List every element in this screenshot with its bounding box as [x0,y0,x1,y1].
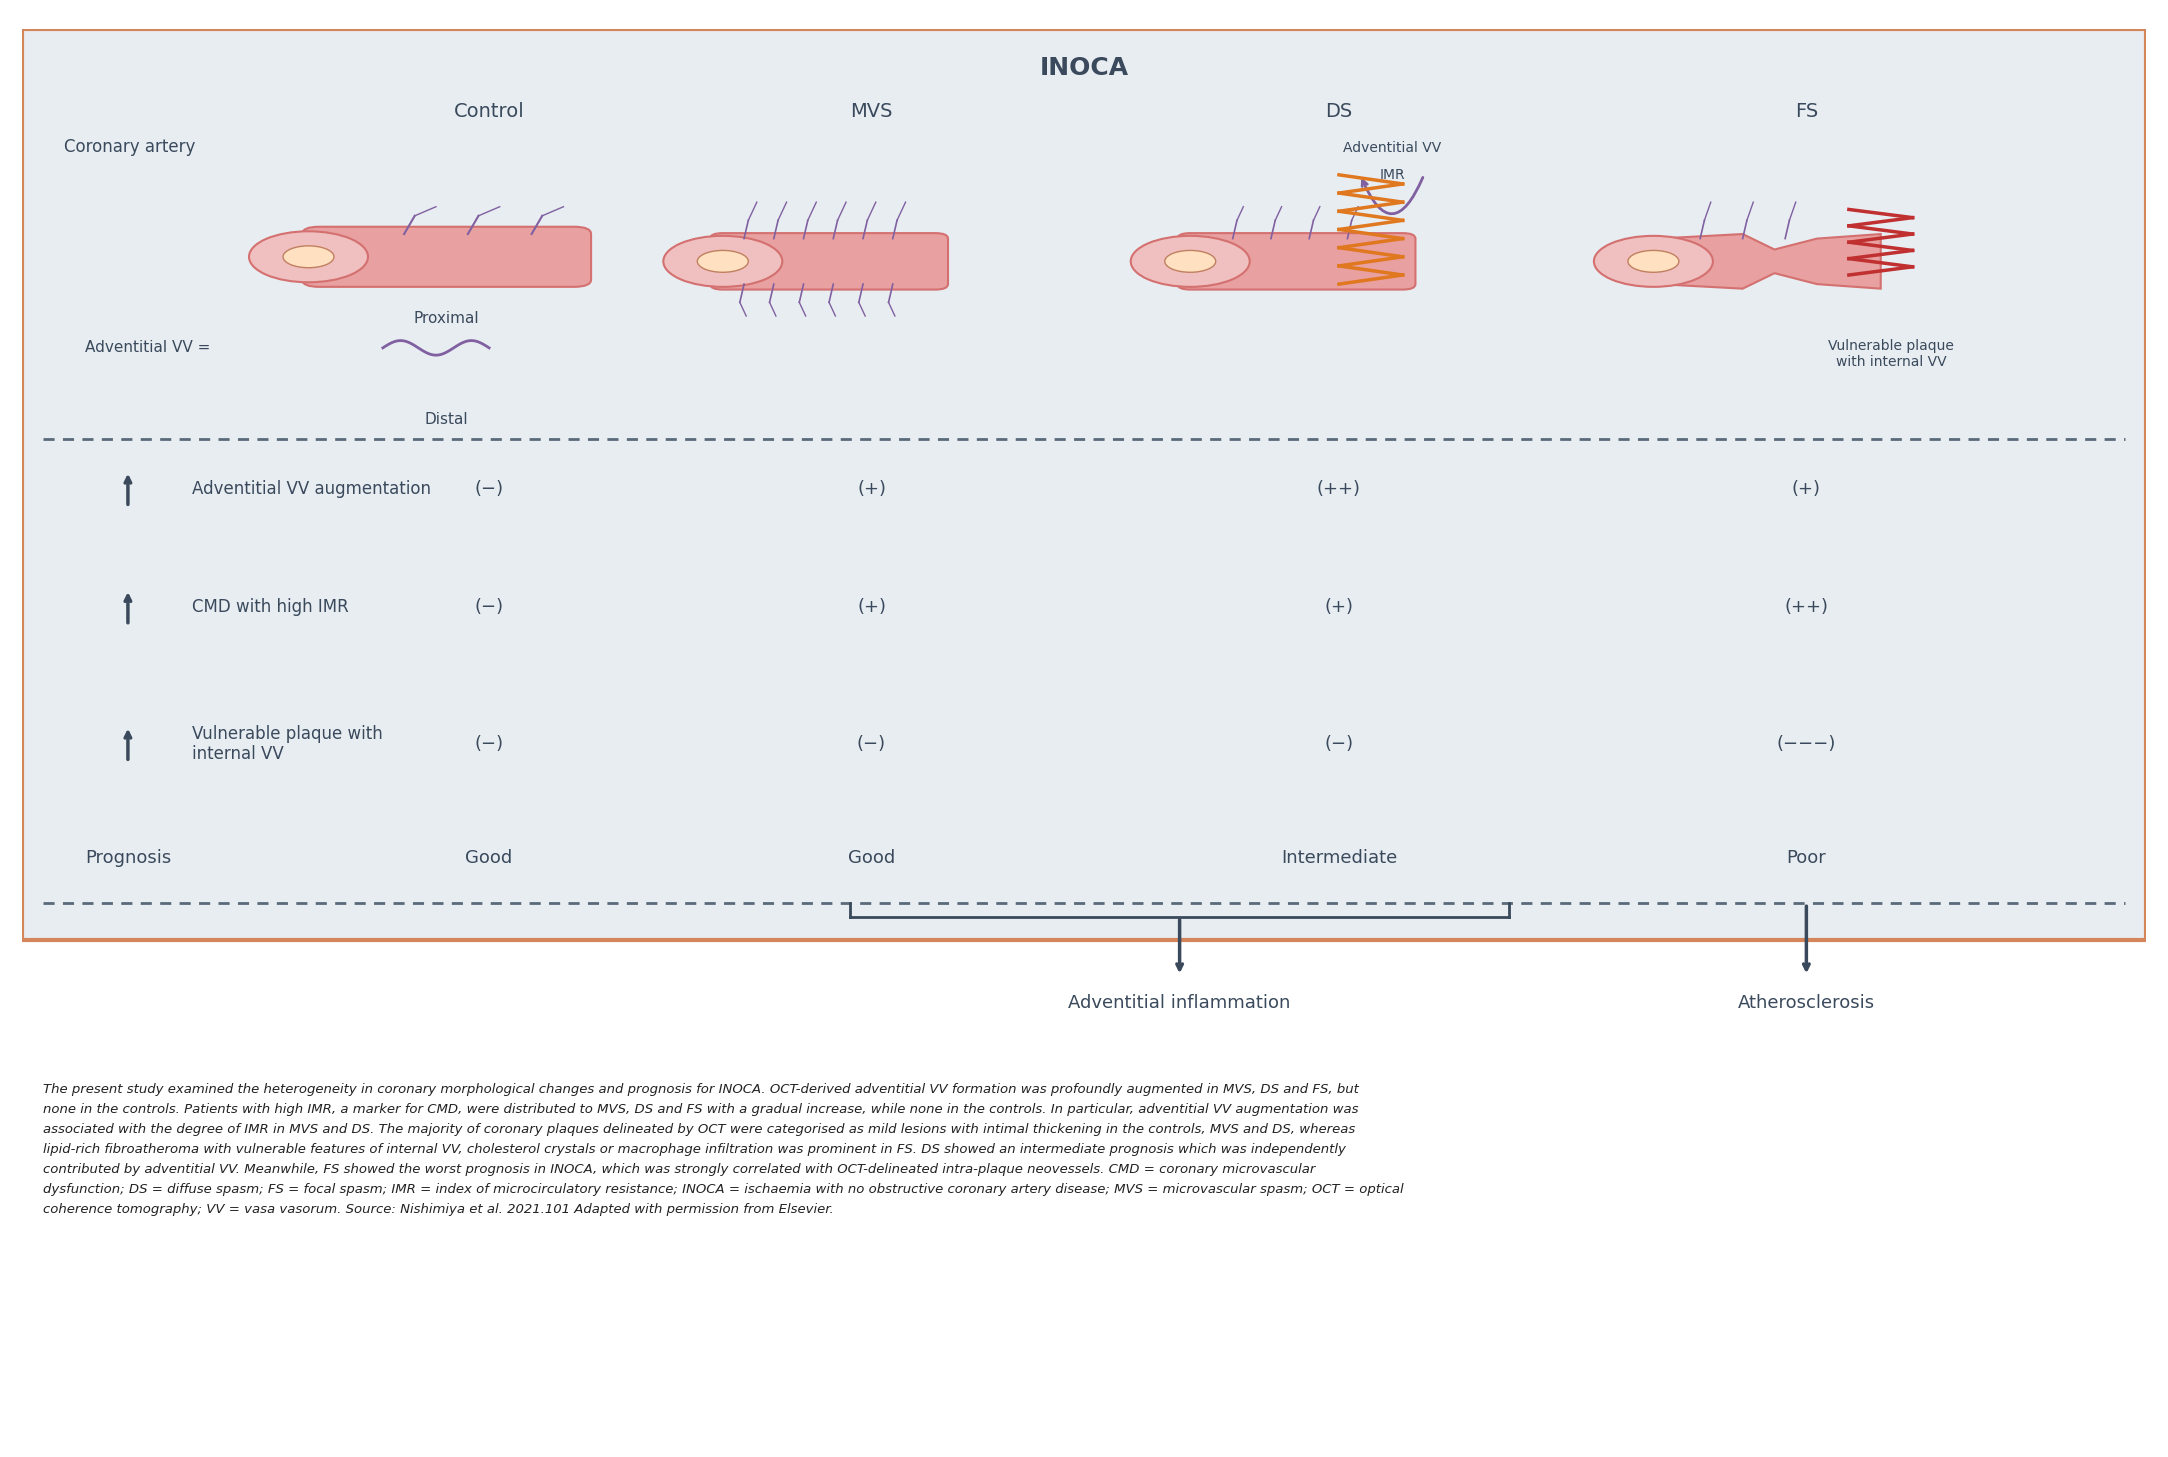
Text: Vulnerable plaque
with internal VV: Vulnerable plaque with internal VV [1828,339,1953,369]
FancyBboxPatch shape [1177,233,1416,290]
Text: Prognosis: Prognosis [85,849,171,867]
Text: DS: DS [1325,102,1353,121]
Text: IMR: IMR [1379,168,1405,182]
Circle shape [1593,236,1713,287]
Circle shape [698,251,748,272]
Text: CMD with high IMR: CMD with high IMR [191,599,349,616]
Text: FS: FS [1795,102,1819,121]
Text: Adventitial VV: Adventitial VV [1342,140,1442,154]
Circle shape [1628,251,1678,272]
Text: (−): (−) [856,734,887,753]
Text: Good: Good [466,849,512,867]
FancyBboxPatch shape [301,227,592,287]
Circle shape [249,232,369,283]
Text: Adventitial VV augmentation: Adventitial VV augmentation [191,479,431,498]
Text: (++): (++) [1316,479,1362,498]
Text: (−): (−) [475,734,503,753]
Text: INOCA: INOCA [1038,57,1130,80]
Text: The present study examined the heterogeneity in coronary morphological changes a: The present study examined the heterogen… [43,1084,1403,1217]
Text: Adventitial VV =: Adventitial VV = [85,341,210,356]
Text: Proximal: Proximal [414,312,479,326]
Circle shape [663,236,783,287]
Text: Poor: Poor [1786,849,1825,867]
Circle shape [284,246,334,268]
Text: Good: Good [848,849,895,867]
Text: (−): (−) [475,479,503,498]
FancyBboxPatch shape [22,29,2146,940]
Text: MVS: MVS [850,102,893,121]
Text: (+): (+) [1793,479,1821,498]
Text: Intermediate: Intermediate [1281,849,1396,867]
Text: Distal: Distal [425,411,468,427]
Text: Coronary artery: Coronary artery [65,138,195,156]
Text: Atherosclerosis: Atherosclerosis [1739,994,1875,1013]
Text: Vulnerable plaque with
internal VV: Vulnerable plaque with internal VV [191,724,382,763]
Text: (+): (+) [856,599,887,616]
Text: (−): (−) [475,599,503,616]
Text: (++): (++) [1784,599,1828,616]
Text: (+): (+) [856,479,887,498]
Text: Control: Control [453,102,525,121]
Text: (+): (+) [1325,599,1353,616]
Circle shape [1132,236,1249,287]
Circle shape [1164,251,1216,272]
Polygon shape [1659,235,1882,288]
FancyBboxPatch shape [711,233,947,290]
Text: (−): (−) [1325,734,1353,753]
Text: Adventitial inflammation: Adventitial inflammation [1069,994,1290,1013]
Text: (−−−): (−−−) [1778,734,1836,753]
